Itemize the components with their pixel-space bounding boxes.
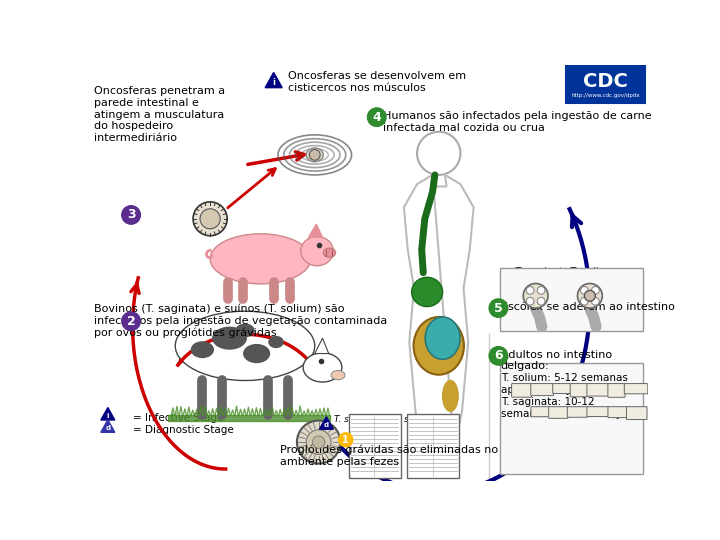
Text: Oncosferas se desenvolvem em
cisticercos nos músculos: Oncosferas se desenvolvem em cisticercos… xyxy=(287,71,466,92)
Ellipse shape xyxy=(413,317,464,375)
Circle shape xyxy=(537,287,545,294)
Circle shape xyxy=(489,347,508,365)
Ellipse shape xyxy=(443,381,458,411)
Text: 1: 1 xyxy=(343,435,349,445)
Text: i: i xyxy=(272,78,275,87)
Circle shape xyxy=(122,312,140,330)
FancyBboxPatch shape xyxy=(570,383,588,397)
Ellipse shape xyxy=(243,344,270,363)
Ellipse shape xyxy=(306,148,323,162)
Ellipse shape xyxy=(191,341,214,358)
FancyBboxPatch shape xyxy=(407,414,459,477)
Text: 5: 5 xyxy=(494,302,503,315)
Circle shape xyxy=(577,284,602,308)
FancyBboxPatch shape xyxy=(531,407,549,417)
Text: 2: 2 xyxy=(127,315,135,328)
Circle shape xyxy=(585,291,595,301)
Circle shape xyxy=(592,298,599,305)
Circle shape xyxy=(306,430,331,455)
Circle shape xyxy=(580,287,588,294)
Ellipse shape xyxy=(301,237,333,266)
Text: Bovinos (T. saginata) e suínos (T. solium) são
infectados pela ingestão de veget: Bovinos (T. saginata) e suínos (T. soliu… xyxy=(94,303,387,338)
FancyBboxPatch shape xyxy=(566,66,645,103)
Text: Oncosferas penetram a
parede intestinal e
atingem a musculatura
do hospedeiro
in: Oncosferas penetram a parede intestinal … xyxy=(94,86,225,143)
Ellipse shape xyxy=(210,234,311,284)
Circle shape xyxy=(310,150,320,160)
Text: Humanos são infectados pela ingestão de carne
infectada mal cozida ou crua: Humanos são infectados pela ingestão de … xyxy=(383,111,652,133)
Text: T. solium: T. solium xyxy=(394,415,433,424)
Circle shape xyxy=(537,298,545,305)
Text: T. saginata: T. saginata xyxy=(334,415,383,424)
Text: d: d xyxy=(105,425,110,431)
Text: 6: 6 xyxy=(494,349,503,362)
FancyBboxPatch shape xyxy=(512,383,531,397)
Ellipse shape xyxy=(412,278,443,307)
FancyBboxPatch shape xyxy=(553,383,571,394)
Polygon shape xyxy=(101,420,114,433)
FancyBboxPatch shape xyxy=(587,383,608,396)
Circle shape xyxy=(592,287,599,294)
Circle shape xyxy=(297,421,341,464)
Circle shape xyxy=(526,298,534,305)
Text: Escólex se aderem ao intestino: Escólex se aderem ao intestino xyxy=(500,302,675,312)
Circle shape xyxy=(193,202,228,236)
FancyBboxPatch shape xyxy=(608,407,627,417)
Text: T. saginata: T. saginata xyxy=(515,267,568,276)
Ellipse shape xyxy=(212,327,247,350)
Text: = Diagnostic Stage: = Diagnostic Stage xyxy=(132,425,233,435)
Circle shape xyxy=(580,298,588,305)
Polygon shape xyxy=(315,338,329,354)
Text: http://www.cdc.gov/dpdx: http://www.cdc.gov/dpdx xyxy=(571,93,639,98)
Circle shape xyxy=(312,436,325,448)
FancyBboxPatch shape xyxy=(549,407,568,418)
Circle shape xyxy=(200,209,220,229)
Ellipse shape xyxy=(323,248,336,257)
Ellipse shape xyxy=(331,370,345,380)
Polygon shape xyxy=(265,72,282,87)
Text: T. solium: T. solium xyxy=(570,267,614,276)
Circle shape xyxy=(122,206,140,224)
Ellipse shape xyxy=(269,336,284,348)
Ellipse shape xyxy=(235,323,255,338)
Text: = Infective Stage: = Infective Stage xyxy=(132,413,223,423)
FancyBboxPatch shape xyxy=(567,407,588,417)
FancyBboxPatch shape xyxy=(349,414,401,477)
Ellipse shape xyxy=(175,311,315,381)
FancyBboxPatch shape xyxy=(608,383,625,397)
Text: Adultos no intestino
delgado:: Adultos no intestino delgado: xyxy=(500,350,612,372)
Text: Proglótides grávidas são eliminadas no
ambiente pelas fezes: Proglótides grávidas são eliminadas no a… xyxy=(280,444,498,467)
Text: i: i xyxy=(107,413,109,419)
FancyBboxPatch shape xyxy=(626,407,647,420)
Circle shape xyxy=(339,433,353,447)
Text: d: d xyxy=(324,422,329,428)
Circle shape xyxy=(367,108,386,126)
Ellipse shape xyxy=(303,353,342,382)
Circle shape xyxy=(523,284,548,308)
Text: 3: 3 xyxy=(127,208,135,221)
Polygon shape xyxy=(320,417,333,429)
Polygon shape xyxy=(101,408,114,420)
Text: CDC: CDC xyxy=(583,72,628,91)
FancyBboxPatch shape xyxy=(531,383,554,396)
FancyBboxPatch shape xyxy=(587,407,608,416)
Circle shape xyxy=(526,287,534,294)
FancyBboxPatch shape xyxy=(500,363,642,474)
FancyBboxPatch shape xyxy=(624,383,648,394)
Circle shape xyxy=(489,299,508,318)
Text: T. solium: 5-12 semanas
após a infecção
T. saginata: 10-12
semanas após a infecç: T. solium: 5-12 semanas após a infecção … xyxy=(500,373,633,419)
FancyBboxPatch shape xyxy=(500,268,642,331)
Polygon shape xyxy=(309,224,323,237)
Ellipse shape xyxy=(426,317,460,359)
Text: 4: 4 xyxy=(372,111,381,124)
